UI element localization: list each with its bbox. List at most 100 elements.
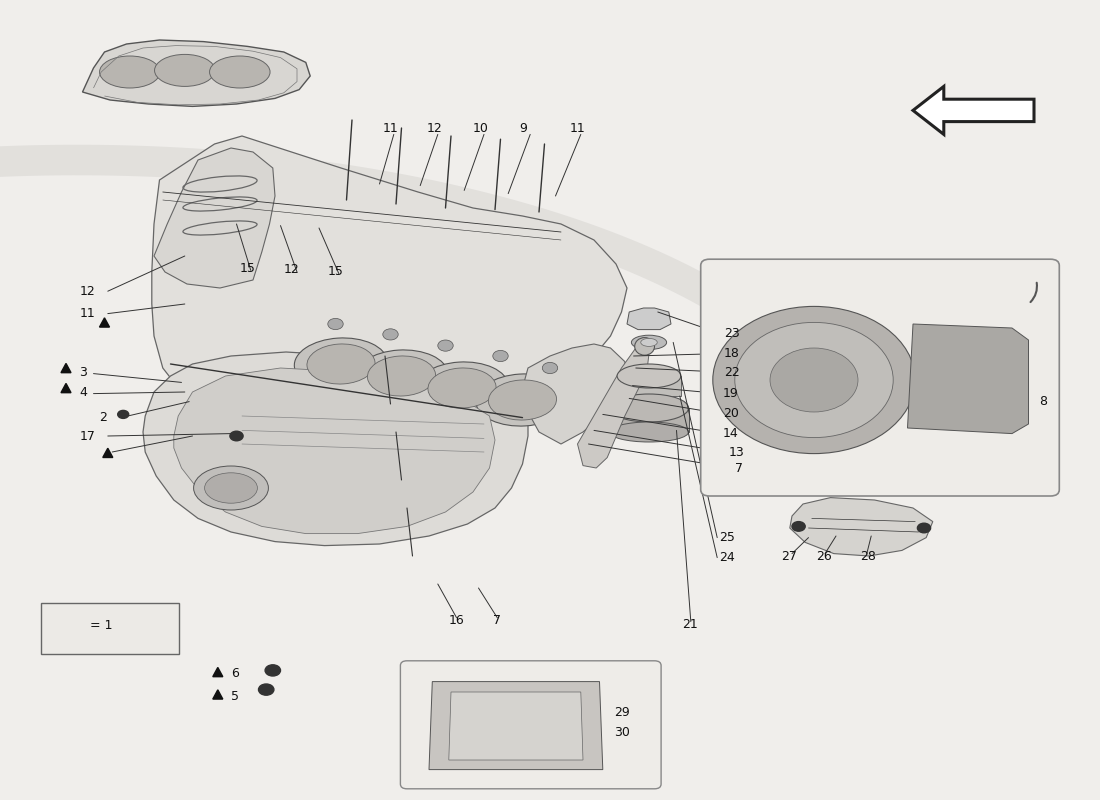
Circle shape [899,376,910,384]
Text: 11: 11 [79,307,95,320]
Text: 9: 9 [519,122,527,134]
Polygon shape [449,692,583,760]
Circle shape [917,523,931,533]
Ellipse shape [154,54,216,86]
Circle shape [735,322,893,438]
Text: 17: 17 [79,430,95,442]
Circle shape [745,422,756,430]
Text: 24: 24 [719,551,735,564]
Polygon shape [578,348,649,468]
Polygon shape [609,408,689,432]
Circle shape [118,410,129,418]
Text: 12: 12 [284,263,299,276]
Polygon shape [99,318,110,327]
Text: 2: 2 [99,411,107,424]
Circle shape [872,422,883,430]
Text: 4: 4 [79,386,87,398]
Text: 13: 13 [728,446,744,458]
Circle shape [493,350,508,362]
Text: 21: 21 [682,618,697,630]
Ellipse shape [609,394,689,422]
FancyBboxPatch shape [41,603,179,654]
Text: 26: 26 [816,550,832,562]
Polygon shape [152,136,627,432]
Text: 20: 20 [723,407,738,420]
Text: 11: 11 [383,122,398,134]
Text: 23: 23 [724,327,739,340]
Text: 12: 12 [427,122,442,134]
Circle shape [328,318,343,330]
Ellipse shape [635,338,654,355]
Ellipse shape [295,338,387,390]
Circle shape [580,724,591,732]
Polygon shape [154,148,275,288]
Polygon shape [82,40,310,106]
Polygon shape [174,368,495,534]
Polygon shape [790,498,933,556]
Circle shape [872,330,883,338]
Ellipse shape [476,374,569,426]
Ellipse shape [307,344,375,384]
Circle shape [542,362,558,374]
Circle shape [713,306,915,454]
Ellipse shape [488,380,557,420]
Text: 10: 10 [473,122,488,134]
Polygon shape [522,344,627,444]
Circle shape [808,442,820,450]
Polygon shape [913,86,1034,134]
Ellipse shape [428,368,496,408]
Text: 18: 18 [724,347,739,360]
Text: 30: 30 [614,726,629,738]
Circle shape [745,330,756,338]
Text: 15: 15 [328,265,343,278]
Polygon shape [102,448,113,458]
Ellipse shape [631,335,667,350]
Text: 7: 7 [735,462,743,474]
Circle shape [582,683,595,693]
Text: 27: 27 [781,550,796,562]
FancyBboxPatch shape [701,259,1059,496]
Ellipse shape [416,362,508,414]
Circle shape [808,310,820,318]
Text: 5: 5 [231,690,239,702]
Text: 7: 7 [493,614,500,626]
Ellipse shape [609,422,689,442]
Ellipse shape [209,56,271,88]
Text: 28: 28 [860,550,876,562]
Circle shape [265,665,280,676]
Polygon shape [617,376,681,396]
Text: 12: 12 [79,285,95,298]
Circle shape [383,329,398,340]
Text: 3: 3 [79,366,87,378]
Circle shape [258,684,274,695]
Text: 14: 14 [723,427,738,440]
Ellipse shape [99,56,161,88]
Text: 6: 6 [231,667,239,680]
Circle shape [792,522,805,531]
Text: 15: 15 [240,262,255,274]
Polygon shape [429,682,603,770]
Text: eurospares: eurospares [287,353,637,407]
Circle shape [230,431,243,441]
Polygon shape [60,383,72,393]
Text: 22: 22 [724,366,739,378]
Text: 11: 11 [570,122,585,134]
Ellipse shape [640,338,658,346]
Text: = 1: = 1 [90,619,112,632]
Polygon shape [60,363,72,373]
Circle shape [718,376,729,384]
Polygon shape [68,618,81,630]
Polygon shape [627,308,671,330]
Text: 19: 19 [723,387,738,400]
Ellipse shape [194,466,268,510]
Text: 29: 29 [614,706,629,718]
Circle shape [770,348,858,412]
Polygon shape [212,667,223,677]
Ellipse shape [205,473,257,503]
FancyBboxPatch shape [400,661,661,789]
Text: 8: 8 [1040,395,1047,408]
Ellipse shape [617,364,681,388]
Circle shape [438,340,453,351]
Polygon shape [908,324,1028,434]
Polygon shape [143,352,528,546]
